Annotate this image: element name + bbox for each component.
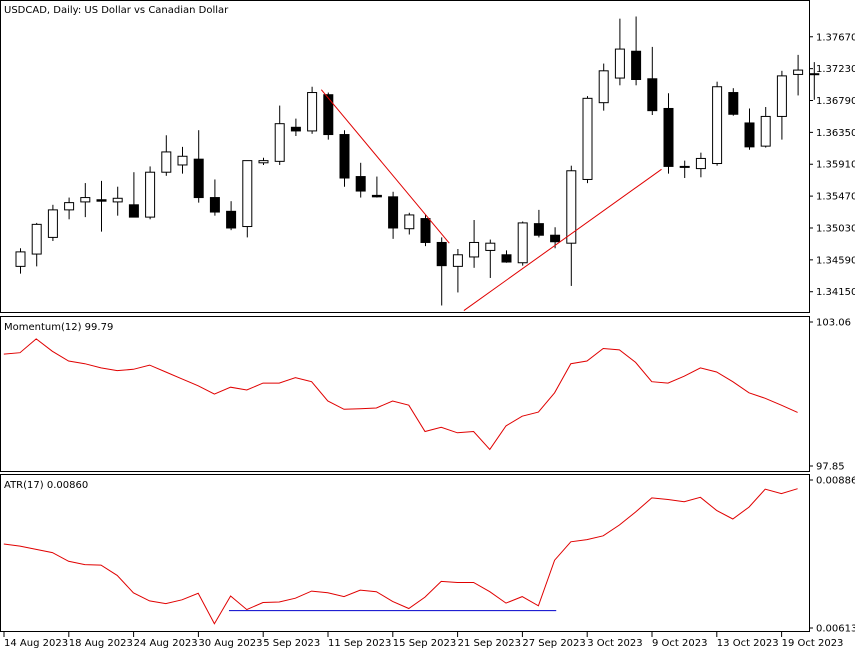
atr-axis-tick-label: 0.00613	[816, 624, 855, 635]
candle	[243, 161, 252, 238]
momentum-panel-frame	[1, 317, 810, 472]
price-panel: 1.37670 1.37230 1.36790 1.36350 1.35910 1.354…	[1, 1, 855, 313]
candle-body-down	[372, 195, 381, 196]
price-axis-tick-label: 1.37230	[816, 64, 855, 75]
candle-body-down	[194, 159, 203, 197]
x-tick-label: 5 Sep 2023	[263, 638, 320, 649]
candle-body-up	[308, 93, 317, 131]
candle-body-up	[81, 198, 90, 202]
x-tick-label: 15 Sep 2023	[393, 638, 456, 649]
momentum-title: Momentum(12) 99.79	[4, 322, 113, 333]
x-tick-label: 14 Aug 2023	[4, 638, 68, 649]
candle	[324, 93, 333, 140]
candle-body-down	[324, 95, 333, 135]
atr-title: ATR(17) 0.00860	[4, 480, 88, 491]
candle-body-down	[664, 108, 673, 166]
candle	[583, 96, 592, 183]
candle-body-up	[162, 152, 171, 172]
candle	[729, 88, 738, 116]
candle-body-up	[518, 223, 527, 263]
candle-body-up	[32, 224, 41, 254]
candle-body-up	[16, 252, 25, 266]
candle-body-down	[632, 51, 641, 79]
candle	[713, 82, 722, 166]
atr-panel-frame	[1, 475, 810, 632]
candle	[146, 166, 155, 219]
price-axis-tick-label: 1.35030	[816, 223, 855, 234]
candle-body-down	[648, 79, 657, 111]
atr-panel: 0.00886 0.00613 ATR(17) 0.00860	[1, 475, 855, 635]
price-axis-tick-label: 1.35470	[816, 192, 855, 203]
momentum-panel: 103.06 97.85 Momentum(12) 99.79	[1, 317, 852, 473]
candle-body-up	[680, 166, 689, 167]
candle-body-down	[340, 135, 349, 178]
candle-body-up	[65, 203, 74, 210]
candle	[518, 221, 527, 265]
candle	[308, 87, 317, 134]
candle-body-down	[437, 242, 446, 265]
candle-body-up	[113, 198, 122, 202]
candle-body-up	[243, 161, 252, 227]
momentum-axis-tick-label: 97.85	[816, 462, 845, 473]
candle-body-up	[583, 98, 592, 179]
candle	[48, 205, 57, 241]
x-tick-label: 3 Oct 2023	[587, 638, 642, 649]
momentum-axis-tick-label: 103.06	[816, 318, 851, 329]
candle-body-up	[275, 124, 284, 162]
price-axis-tick-label: 1.34590	[816, 255, 855, 266]
atr-axis-tick-label: 0.00886	[816, 476, 855, 487]
x-tick-label: 30 Aug 2023	[198, 638, 262, 649]
price-panel-frame	[1, 1, 810, 313]
candle-body-down	[129, 205, 138, 217]
candle-body-down	[356, 177, 365, 191]
price-axis-tick-label: 1.34150	[816, 287, 855, 298]
candle-body-down	[745, 123, 754, 147]
candle-body-down	[551, 235, 560, 242]
candle	[340, 130, 349, 186]
candle-body-up	[146, 172, 155, 217]
x-tick-label: 11 Sep 2023	[328, 638, 391, 649]
candle-body-up	[713, 87, 722, 164]
chart-title: USDCAD, Daily: US Dollar vs Canadian Dol…	[4, 5, 229, 16]
candle-body-up	[599, 71, 608, 103]
candle-body-up	[567, 171, 576, 243]
x-tick-label: 18 Aug 2023	[69, 638, 133, 649]
candle-body-up	[777, 76, 786, 117]
candle-body-up	[794, 70, 803, 74]
candle-body-up	[761, 116, 770, 146]
price-axis-tick-label: 1.37670	[816, 32, 855, 43]
price-axis-tick-label: 1.36350	[816, 128, 855, 139]
x-tick-label: 24 Aug 2023	[134, 638, 198, 649]
candle-body-down	[291, 127, 300, 131]
candle-body-up	[259, 161, 268, 163]
candle-body-down	[502, 255, 511, 262]
candle-body-up	[405, 215, 414, 229]
candle-body-down	[729, 93, 738, 115]
candle-body-up	[470, 242, 479, 256]
candle-body-down	[389, 197, 398, 228]
candle-body-up	[486, 243, 495, 250]
candle-body-up	[615, 49, 624, 78]
candle-body-down	[534, 224, 543, 236]
candle-body-down	[97, 200, 106, 201]
candle	[421, 215, 430, 246]
candle-body-up	[48, 210, 57, 238]
x-tick-label: 9 Oct 2023	[652, 638, 707, 649]
x-tick-label: 19 Oct 2023	[782, 638, 844, 649]
candle-body-up	[453, 255, 462, 267]
price-axis-tick-label: 1.36790	[816, 96, 855, 107]
candle-body-down	[210, 198, 219, 212]
candle-body-down	[227, 211, 236, 228]
candle-body-up	[696, 158, 705, 168]
candle-body-down	[421, 219, 430, 243]
candle-body-up	[178, 156, 187, 165]
x-tick-label: 21 Sep 2023	[458, 638, 521, 649]
price-axis-tick-label: 1.35910	[816, 160, 855, 171]
x-tick-label: 27 Sep 2023	[522, 638, 585, 649]
x-tick-label: 13 Oct 2023	[717, 638, 779, 649]
